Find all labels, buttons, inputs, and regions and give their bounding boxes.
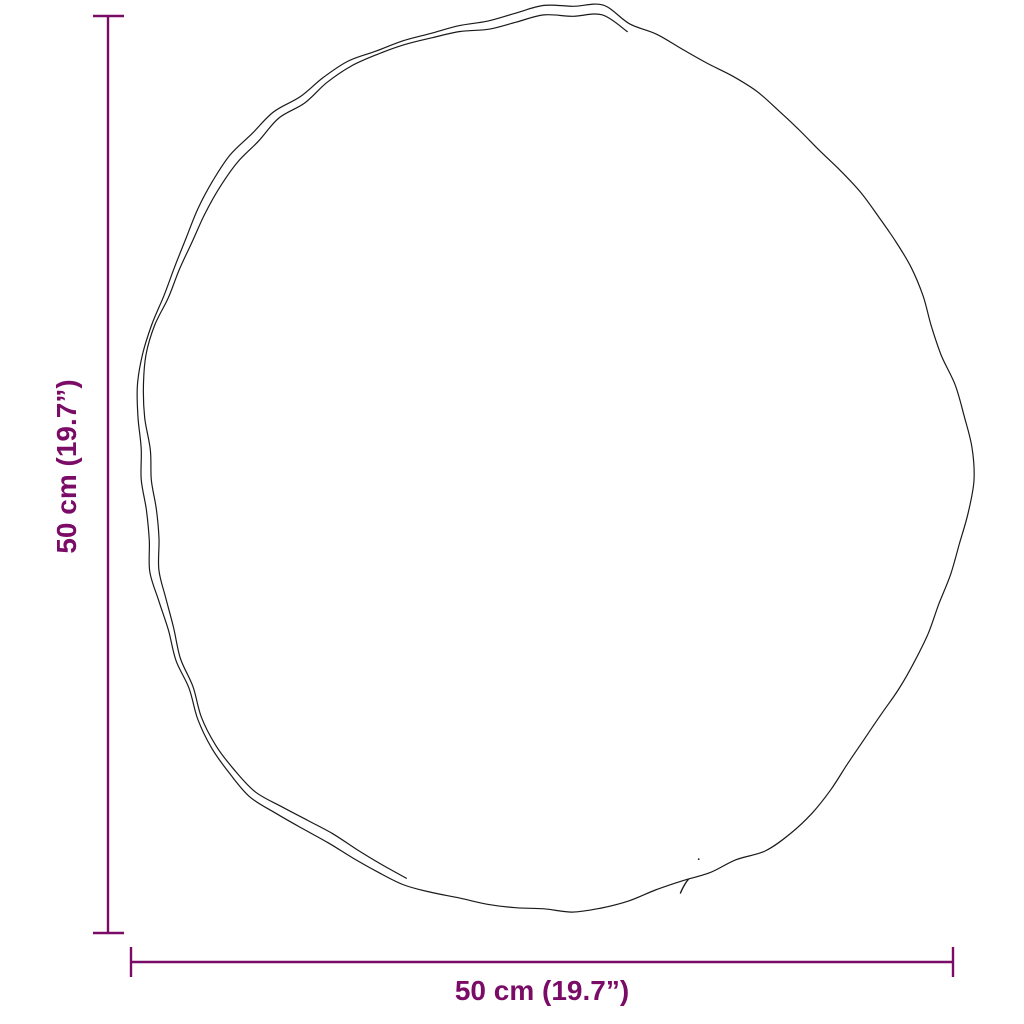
svg-text:50 cm (19.7”): 50 cm (19.7”): [51, 379, 82, 553]
svg-text:50 cm (19.7”): 50 cm (19.7”): [455, 975, 629, 1006]
